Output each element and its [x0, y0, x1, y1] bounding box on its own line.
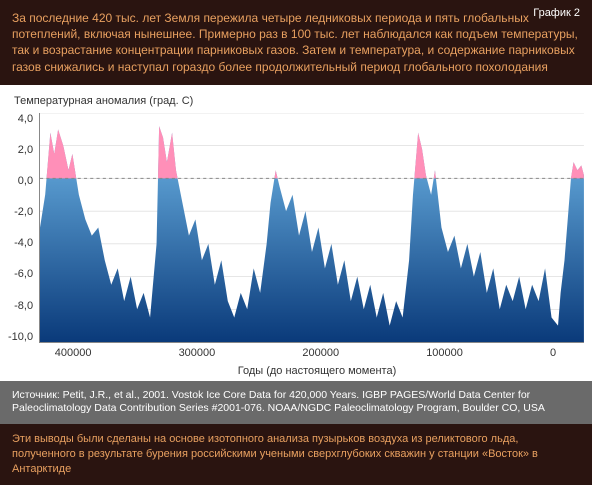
x-tick-label: 100000	[426, 347, 463, 359]
y-tick-label: 2,0	[18, 144, 33, 156]
footer-text: Эти выводы были сделаны на основе изотоп…	[12, 433, 538, 475]
source-text: Источник: Petit, J.R., et al., 2001. Vos…	[12, 389, 545, 415]
x-axis-ticks: 400000 300000 200000 100000 0	[50, 347, 584, 361]
y-tick-label: -6,0	[14, 268, 33, 280]
chart-panel: Температурная аномалия (град. С) 4,0 2,0 0…	[0, 85, 592, 381]
header-panel: График 2 За последние 420 тыс. лет Земля…	[0, 0, 592, 85]
x-tick-label: 200000	[302, 347, 339, 359]
y-axis-ticks: 4,0 2,0 0,0 -2,0 -4,0 -6,0 -8,0 -10,0	[8, 113, 39, 343]
header-text: За последние 420 тыс. лет Земля пережила…	[12, 11, 578, 74]
plot-wrap: 4,0 2,0 0,0 -2,0 -4,0 -6,0 -8,0 -10,0	[8, 113, 584, 343]
y-tick-label: -2,0	[14, 206, 33, 218]
x-axis-title: Годы (до настоящего момента)	[50, 365, 584, 377]
y-tick-label: 4,0	[18, 113, 33, 125]
plot-area	[39, 113, 584, 343]
x-tick-label: 300000	[179, 347, 216, 359]
y-axis-title: Температурная аномалия (град. С)	[14, 95, 584, 107]
anomaly-area	[40, 126, 584, 342]
y-tick-label: -8,0	[14, 300, 33, 312]
y-tick-label: -10,0	[8, 331, 33, 343]
y-tick-label: -4,0	[14, 237, 33, 249]
x-tick-label: 0	[550, 347, 556, 359]
y-tick-label: 0,0	[18, 175, 33, 187]
x-tick-label: 400000	[55, 347, 92, 359]
graphic-number-label: График 2	[533, 6, 580, 21]
footer-panel: Эти выводы были сделаны на основе изотоп…	[0, 424, 592, 485]
source-panel: Источник: Petit, J.R., et al., 2001. Vos…	[0, 381, 592, 424]
